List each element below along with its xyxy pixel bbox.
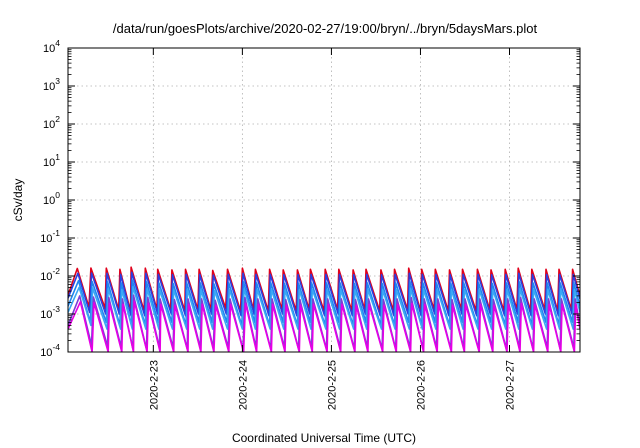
y-tick-label: 103: [43, 76, 60, 93]
x-axis-label: Coordinated Universal Time (UTC): [232, 431, 416, 445]
y-tick-label: 10-1: [40, 228, 60, 245]
y-axis-ticks: 10-4 10-3 10-2 10-1 100 101 102 103 104: [40, 38, 580, 359]
y-tick-label: 100: [43, 190, 60, 207]
y-axis-label: cSv/day: [11, 179, 25, 222]
chart-title: /data/run/goesPlots/archive/2020-02-27/1…: [113, 21, 538, 36]
y-tick-label: 101: [43, 152, 60, 169]
series-lines: [68, 266, 580, 352]
x-tick-label: 2020-2-24: [237, 360, 249, 410]
x-tick-label: 2020-2-27: [505, 360, 517, 410]
x-tick-label: 2020-2-25: [326, 360, 338, 410]
y-tick-label: 10-4: [40, 342, 60, 359]
x-axis-ticks: 2020-2-23 2020-2-24 2020-2-25 2020-2-26 2020…: [148, 48, 517, 410]
y-tick-label: 10-2: [40, 266, 60, 283]
y-tick-label: 10-3: [40, 304, 60, 321]
y-tick-label: 102: [43, 114, 60, 131]
x-tick-label: 2020-2-26: [415, 360, 427, 410]
series-line-6: [68, 300, 580, 352]
y-tick-label: 104: [43, 38, 60, 55]
x-tick-label: 2020-2-23: [148, 360, 160, 410]
